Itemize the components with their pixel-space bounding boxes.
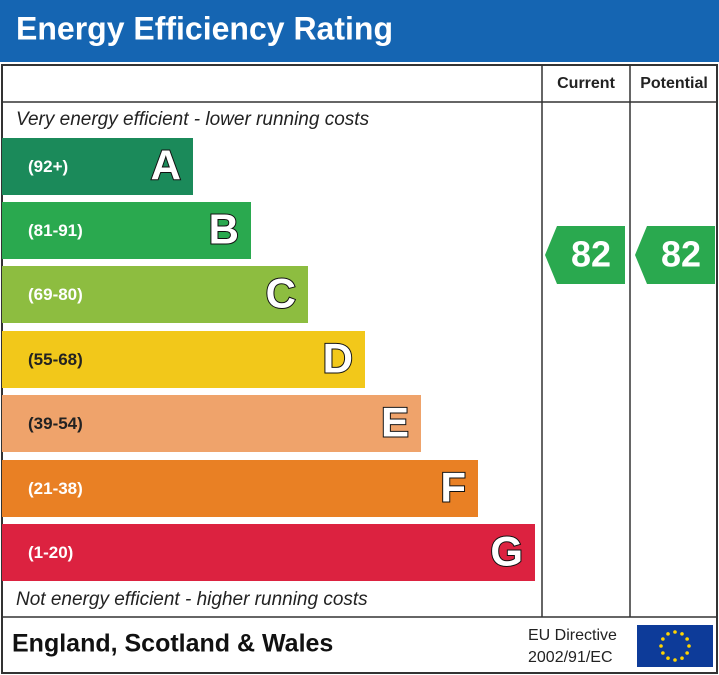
band-range: (1-20) — [28, 543, 73, 562]
band-letter: F — [440, 464, 466, 511]
band-range: (92+) — [28, 157, 68, 176]
band-letter: E — [381, 399, 409, 446]
region: England, Scotland & Wales — [12, 630, 333, 658]
band-bar — [2, 460, 478, 517]
band-letter: C — [266, 270, 296, 317]
band-bar — [2, 266, 308, 323]
band-range: (21-38) — [28, 479, 83, 498]
flag-star — [687, 644, 691, 648]
band-range: (39-54) — [28, 414, 83, 433]
flag-star — [685, 651, 689, 655]
band-bar — [2, 524, 535, 581]
band-bar — [2, 395, 421, 452]
flag-star — [680, 632, 684, 636]
band-bar — [2, 138, 193, 195]
directive: EU Directive — [528, 627, 617, 644]
directive: 2002/91/EC — [528, 649, 613, 666]
rating-value: 82 — [661, 234, 701, 275]
flag-star — [673, 658, 677, 662]
band-bar — [2, 202, 251, 259]
bottom-note: Not energy efficient - higher running co… — [16, 589, 368, 610]
flag-star — [659, 644, 663, 648]
column-header: Potential — [640, 75, 708, 92]
flag-star — [685, 637, 689, 641]
band-letter: A — [151, 142, 181, 189]
band-letter: G — [490, 528, 523, 575]
ratings: 82 82 — [545, 226, 715, 284]
eu-flag — [637, 625, 713, 667]
flag-star — [661, 651, 665, 655]
flag-star — [666, 656, 670, 660]
rating-arrow — [545, 226, 625, 284]
rating-arrow — [635, 226, 715, 284]
band-letter: D — [323, 335, 353, 382]
bands: (92+) A (81-91) B (69-80) C (55-68) D (39-54) E (2… — [2, 138, 535, 581]
band-bar — [2, 331, 365, 388]
band-letter: B — [209, 206, 239, 253]
top-note: Very energy efficient - lower running co… — [16, 109, 370, 130]
flag-star — [661, 637, 665, 641]
band-range: (81-91) — [28, 221, 83, 240]
rating-value: 82 — [571, 234, 611, 275]
title: Energy Efficiency Rating — [16, 10, 393, 46]
column-header: Current — [557, 75, 615, 92]
flag-star — [666, 632, 670, 636]
band-range: (69-80) — [28, 285, 83, 304]
band-range: (55-68) — [28, 350, 83, 369]
title-bar — [0, 0, 719, 62]
flag-star — [680, 656, 684, 660]
flag-star — [673, 630, 677, 634]
